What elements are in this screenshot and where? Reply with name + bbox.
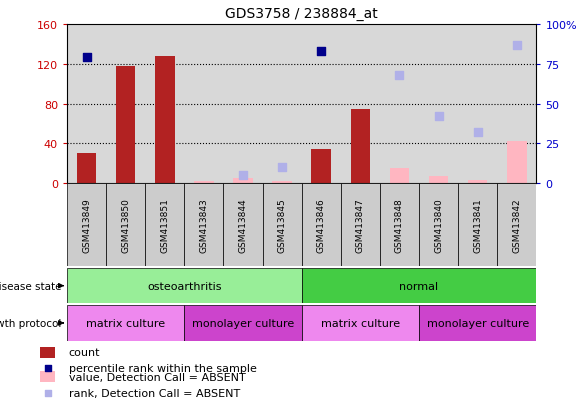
Point <box>82 55 92 62</box>
Point <box>317 48 326 55</box>
Bar <box>419 306 536 341</box>
Bar <box>233 179 253 184</box>
Bar <box>40 371 55 382</box>
Point <box>512 42 521 49</box>
Point <box>238 173 248 179</box>
Bar <box>380 184 419 266</box>
Bar <box>507 142 526 184</box>
Bar <box>429 177 448 184</box>
Point <box>356 10 365 17</box>
Text: GSM413850: GSM413850 <box>121 198 130 252</box>
Bar <box>67 268 302 304</box>
Text: matrix culture: matrix culture <box>86 318 165 328</box>
Text: GSM413845: GSM413845 <box>278 198 287 252</box>
Point <box>434 114 443 120</box>
Bar <box>67 306 184 341</box>
Text: GSM413841: GSM413841 <box>473 198 482 252</box>
Bar <box>458 184 497 266</box>
Bar <box>67 184 106 266</box>
Point <box>278 164 287 171</box>
Bar <box>468 181 487 184</box>
Bar <box>155 57 174 184</box>
Text: rank, Detection Call = ABSENT: rank, Detection Call = ABSENT <box>69 388 240 398</box>
Text: growth protocol: growth protocol <box>0 318 61 328</box>
Bar <box>145 184 184 266</box>
Bar <box>77 154 96 184</box>
Text: GSM413844: GSM413844 <box>238 198 248 252</box>
Text: count: count <box>69 347 100 357</box>
Text: monolayer culture: monolayer culture <box>427 318 529 328</box>
Text: GSM413847: GSM413847 <box>356 198 365 252</box>
Text: GSM413846: GSM413846 <box>317 198 326 252</box>
Bar <box>194 182 214 184</box>
Text: GSM413840: GSM413840 <box>434 198 443 252</box>
Point <box>43 365 52 372</box>
Text: GSM413851: GSM413851 <box>160 198 169 252</box>
Bar <box>497 184 536 266</box>
Bar <box>184 306 302 341</box>
Bar <box>341 184 380 266</box>
Text: GSM413843: GSM413843 <box>199 198 209 252</box>
Text: GSM413849: GSM413849 <box>82 198 91 252</box>
Text: GSM413848: GSM413848 <box>395 198 404 252</box>
Point <box>473 130 482 136</box>
Bar <box>272 182 292 184</box>
Point <box>395 72 404 79</box>
Text: normal: normal <box>399 281 438 291</box>
Text: monolayer culture: monolayer culture <box>192 318 294 328</box>
Title: GDS3758 / 238884_at: GDS3758 / 238884_at <box>225 7 378 21</box>
Bar <box>184 184 223 266</box>
Point <box>43 389 52 396</box>
Bar <box>302 184 341 266</box>
Text: value, Detection Call = ABSENT: value, Detection Call = ABSENT <box>69 372 245 382</box>
Text: GSM413842: GSM413842 <box>512 198 521 252</box>
Bar <box>419 184 458 266</box>
Bar <box>40 347 55 358</box>
Text: disease state: disease state <box>0 281 61 291</box>
Bar <box>262 184 302 266</box>
Bar <box>302 306 419 341</box>
Text: matrix culture: matrix culture <box>321 318 400 328</box>
Bar <box>350 109 370 184</box>
Bar <box>302 268 536 304</box>
Bar <box>311 150 331 184</box>
Bar <box>223 184 262 266</box>
Bar <box>116 66 135 184</box>
Text: osteoarthritis: osteoarthritis <box>147 281 222 291</box>
Bar <box>389 169 409 184</box>
Text: percentile rank within the sample: percentile rank within the sample <box>69 363 257 373</box>
Bar <box>106 184 145 266</box>
